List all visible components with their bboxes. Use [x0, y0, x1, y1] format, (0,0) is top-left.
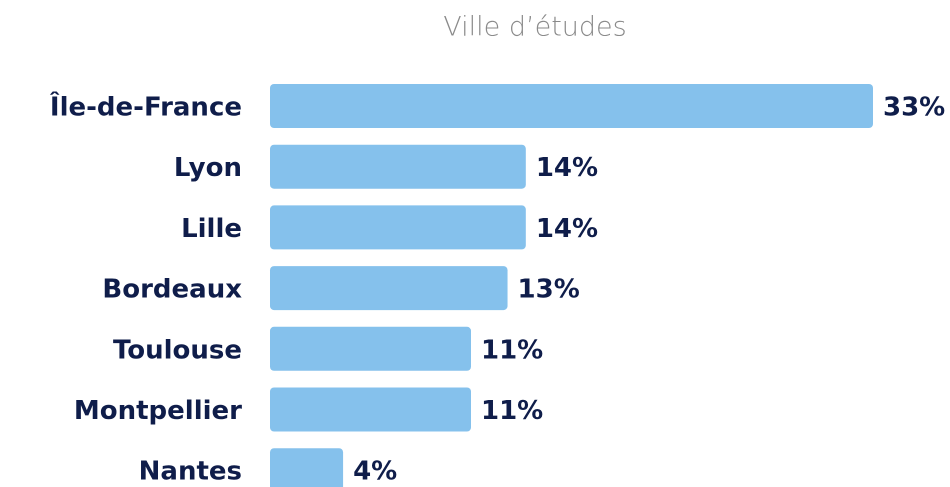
- bar: [270, 84, 873, 128]
- value-label: 13%: [518, 275, 580, 305]
- category-label: Toulouse: [113, 335, 242, 365]
- category-label: Île-de-France: [50, 91, 242, 123]
- value-label: 11%: [481, 396, 543, 426]
- value-label: 14%: [536, 153, 598, 183]
- category-label: Lille: [181, 214, 242, 244]
- bar: [270, 144, 526, 189]
- category-label: Montpellier: [74, 396, 242, 426]
- bar: [270, 205, 526, 250]
- bar: [270, 448, 344, 487]
- value-label: 33%: [883, 93, 945, 123]
- category-label: Bordeaux: [102, 275, 242, 305]
- value-label: 11%: [481, 335, 543, 365]
- chart-title: Ville d’études: [443, 12, 626, 43]
- bar: [270, 266, 508, 311]
- value-label: 14%: [536, 214, 598, 244]
- category-label: Lyon: [174, 153, 242, 183]
- bar: [270, 387, 471, 432]
- category-label: Nantes: [139, 457, 242, 487]
- value-label: 4%: [353, 457, 397, 487]
- bar: [270, 326, 471, 371]
